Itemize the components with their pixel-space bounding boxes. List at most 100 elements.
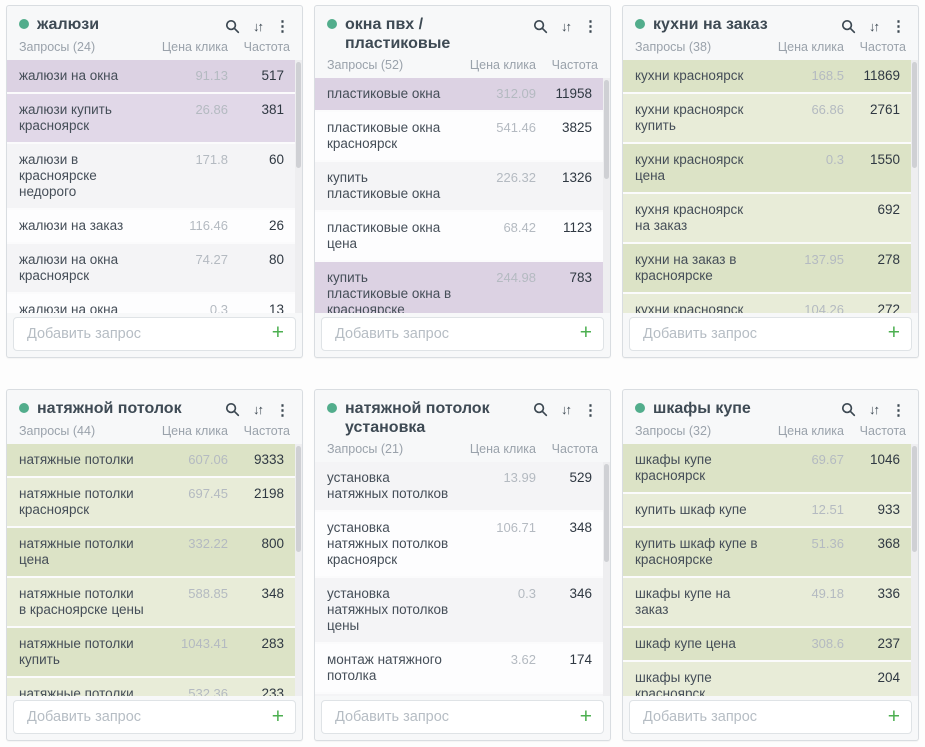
search-icon[interactable] <box>533 19 548 34</box>
keyword-row[interactable]: купить шкаф купе в красноярске 51.36 368 <box>623 527 918 576</box>
column-cpc: Цена клика <box>161 40 228 54</box>
sort-icon[interactable]: ↓↑ <box>869 402 880 417</box>
scrollbar-track[interactable] <box>295 443 302 696</box>
column-headers: Запросы (32) Цена клика Частота <box>623 424 918 444</box>
add-query-input[interactable] <box>333 324 580 343</box>
column-queries: Запросы (24) <box>19 40 96 54</box>
scrollbar-thumb[interactable] <box>296 62 301 169</box>
keyword-row[interactable]: натяжные потолки красноярск 697.45 2198 <box>7 477 302 526</box>
scrollbar-track[interactable] <box>911 443 918 696</box>
kebab-menu-icon[interactable]: ⋮ <box>275 18 290 35</box>
scrollbar-thumb[interactable] <box>604 463 609 563</box>
sort-icon[interactable]: ↓↑ <box>561 402 572 417</box>
cpc-value: 51.36 <box>811 535 844 551</box>
query-text: кухня красноярск на заказ <box>635 202 744 233</box>
keyword-row[interactable]: натяжные потолки в 532.36 233 <box>7 677 302 696</box>
query-text: установка натяжных потолков <box>327 469 449 501</box>
add-query-button[interactable]: + <box>887 321 900 344</box>
add-query-input[interactable] <box>333 708 580 726</box>
keyword-row[interactable]: купить шкаф купе 12.51 933 <box>623 493 918 526</box>
keyword-row[interactable]: кухни красноярск 104.26 272 <box>623 294 918 313</box>
frequency-value: 174 <box>569 651 592 667</box>
keyword-row[interactable]: кухни красноярск купить 66.86 2761 <box>623 94 918 142</box>
kebab-menu-icon[interactable]: ⋮ <box>891 401 906 419</box>
sort-icon[interactable]: ↓↑ <box>253 402 264 417</box>
search-icon[interactable] <box>225 402 240 417</box>
sort-icon[interactable]: ↓↑ <box>869 18 880 34</box>
add-query-button[interactable]: + <box>579 704 592 728</box>
frequency-value: 1326 <box>561 170 592 186</box>
keyword-row[interactable]: жалюзи на окна 91.13 517 <box>7 60 302 92</box>
keyword-row[interactable]: шкафы купе на заказ 49.18 336 <box>623 577 918 626</box>
keyword-row[interactable]: установка натяжных потолков недорого113 <box>315 693 610 696</box>
keyword-row[interactable]: жалюзи на окна 0.3 13 <box>7 294 302 313</box>
keyword-row[interactable]: шкаф купе цена 308.6 237 <box>623 627 918 660</box>
keyword-row[interactable]: кухни красноярск 168.5 11869 <box>623 60 918 92</box>
scrollbar-thumb[interactable] <box>912 445 917 552</box>
panel-header: натяжной потолок ↓↑ ⋮ <box>7 390 302 424</box>
cpc-value: 13.99 <box>503 469 536 485</box>
query-text: натяжные потолки красноярск <box>19 485 134 517</box>
scrollbar-thumb[interactable] <box>296 445 301 552</box>
keyword-row[interactable]: установка натяжных потолков красноярск 10… <box>315 511 610 576</box>
frequency-value: 283 <box>261 635 284 651</box>
add-query-input[interactable] <box>641 708 888 726</box>
keyword-row[interactable]: установка натяжных потолков 13.99 529 <box>315 461 610 510</box>
keyword-row[interactable]: кухня красноярск на заказ 692 <box>623 194 918 242</box>
keyword-row[interactable]: натяжные потолки 607.06 9333 <box>7 443 302 476</box>
keyword-row[interactable]: натяжные потолки купить 1043.41 283 <box>7 627 302 676</box>
keyword-row[interactable]: жалюзи в красноярске недорого 171.8 60 <box>7 144 302 208</box>
column-headers: Запросы (38) Цена клика Частота <box>623 40 918 60</box>
add-query-button[interactable]: + <box>271 321 284 344</box>
keyword-row[interactable]: шкафы купе красноярск 69.67 1046 <box>623 443 918 492</box>
keyword-row[interactable]: натяжные потолки в красноярске цены 588.8… <box>7 577 302 626</box>
scrollbar-track[interactable] <box>295 60 302 313</box>
search-icon[interactable] <box>841 402 856 417</box>
query-text: пластиковые окна <box>327 86 441 102</box>
keyword-group-panel: кухни на заказ ↓↑ ⋮ Запросы (38) Цена кл… <box>622 5 919 358</box>
sort-icon[interactable]: ↓↑ <box>253 18 264 34</box>
keyword-row[interactable]: жалюзи на заказ 116.46 26 <box>7 210 302 242</box>
query-text: кухни на заказ в красноярске <box>635 252 737 283</box>
keyword-row[interactable]: купить пластиковые окна 226.32 1326 <box>315 162 610 211</box>
add-query-input[interactable] <box>25 324 272 343</box>
cpc-value: 607.06 <box>188 451 228 467</box>
keyword-row[interactable]: кухни красноярск цена 0.3 1550 <box>623 144 918 192</box>
group-title: кухни на заказ <box>653 16 768 33</box>
keyword-group-panel: жалюзи ↓↑ ⋮ Запросы (24) Цена клика Част… <box>6 5 303 358</box>
keyword-row[interactable]: установка натяжных потолков цены 0.3 346 <box>315 577 610 642</box>
keyword-row[interactable]: монтаж натяжного потолка 3.62 174 <box>315 643 610 692</box>
add-query-input[interactable] <box>641 324 888 343</box>
add-query-button[interactable]: + <box>887 704 900 728</box>
add-query-button[interactable]: + <box>271 704 284 728</box>
add-query-button[interactable]: + <box>579 321 592 344</box>
scrollbar-thumb[interactable] <box>604 80 609 179</box>
sort-icon[interactable]: ↓↑ <box>561 18 572 34</box>
column-frequency: Частота <box>243 423 290 438</box>
keyword-row[interactable]: пластиковые окна цена 68.42 1123 <box>315 212 610 261</box>
add-query-bar: + <box>7 696 302 740</box>
kebab-menu-icon[interactable]: ⋮ <box>891 18 906 35</box>
search-icon[interactable] <box>533 402 548 417</box>
keyword-row[interactable]: пластиковые окна красноярск 541.46 3825 <box>315 112 610 161</box>
scrollbar-track[interactable] <box>911 60 918 313</box>
frequency-value: 9333 <box>253 451 284 467</box>
keyword-row[interactable]: пластиковые окна 312.09 11958 <box>315 78 610 111</box>
scrollbar-thumb[interactable] <box>912 62 917 169</box>
search-icon[interactable] <box>841 19 856 34</box>
search-icon[interactable] <box>225 19 240 34</box>
keyword-row[interactable]: натяжные потолки цена 332.22 800 <box>7 527 302 576</box>
kebab-menu-icon[interactable]: ⋮ <box>275 401 290 419</box>
add-query-input[interactable] <box>25 708 272 726</box>
keyword-row[interactable]: кухни на заказ в красноярске 137.95 278 <box>623 244 918 292</box>
keyword-row[interactable]: жалюзи купить красноярск 26.86 381 <box>7 94 302 142</box>
keyword-row[interactable]: купить пластиковые окна в красноярске 244… <box>315 262 610 313</box>
column-cpc: Цена клика <box>469 58 536 73</box>
scrollbar-track[interactable] <box>603 78 610 313</box>
keyword-row[interactable]: шкафы купе красноярск недорогие 204 <box>623 661 918 696</box>
kebab-menu-icon[interactable]: ⋮ <box>583 401 598 419</box>
keyword-row[interactable]: жалюзи на окна красноярск 74.27 80 <box>7 244 302 292</box>
scrollbar-track[interactable] <box>603 461 610 696</box>
kebab-menu-icon[interactable]: ⋮ <box>583 18 598 35</box>
group-status-dot <box>327 402 337 413</box>
